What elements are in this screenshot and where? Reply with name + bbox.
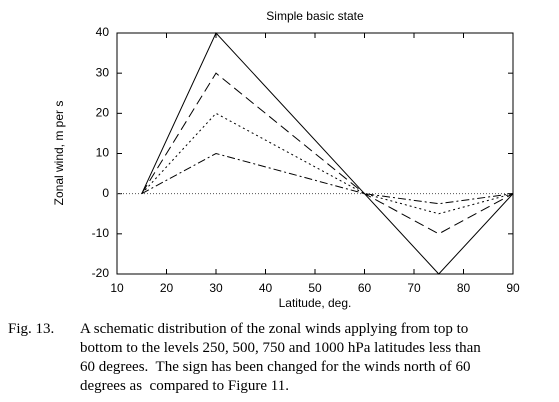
y-tick-label: 40 (96, 25, 110, 39)
y-tick-label: 10 (96, 146, 110, 160)
x-tick-label: 50 (308, 281, 322, 295)
x-axis-label: Latitude, deg. (279, 296, 352, 310)
y-tick-label: 0 (102, 186, 109, 200)
y-tick-label: -20 (92, 266, 110, 280)
y-tick-label: -10 (92, 226, 110, 240)
x-tick-label: 80 (457, 281, 471, 295)
plot-frame (116, 32, 514, 275)
caption-label: Fig. 13. (8, 321, 55, 337)
x-tick-label: 10 (110, 281, 124, 295)
y-axis-label: Zonal wind, m per s (52, 101, 66, 206)
y-tick-label: 20 (96, 106, 110, 120)
caption-text: A schematic distribution of the zonal wi… (80, 320, 481, 396)
caption-line: degrees as compared to Figure 11. (80, 378, 289, 394)
y-tick-label: 30 (96, 65, 110, 79)
series-line (141, 152, 514, 205)
caption-line: A schematic distribution of the zonal wi… (80, 321, 469, 337)
x-tick-label: 90 (506, 281, 520, 295)
x-tick-label: 60 (358, 281, 372, 295)
series-line (141, 32, 514, 275)
chart: Simple basic state Latitude, deg. Zonal … (52, 9, 520, 310)
x-tick-label: 20 (160, 281, 174, 295)
caption-line: bottom to the levels 250, 500, 750 and 1… (80, 340, 481, 356)
series-line (141, 72, 514, 235)
x-tick-label: 70 (407, 281, 421, 295)
caption-line: 60 degrees. The sign has been changed fo… (80, 359, 471, 375)
series-line (141, 112, 514, 215)
chart-title: Simple basic state (266, 9, 364, 23)
x-tick-label: 30 (209, 281, 223, 295)
x-tick-label: 40 (259, 281, 273, 295)
